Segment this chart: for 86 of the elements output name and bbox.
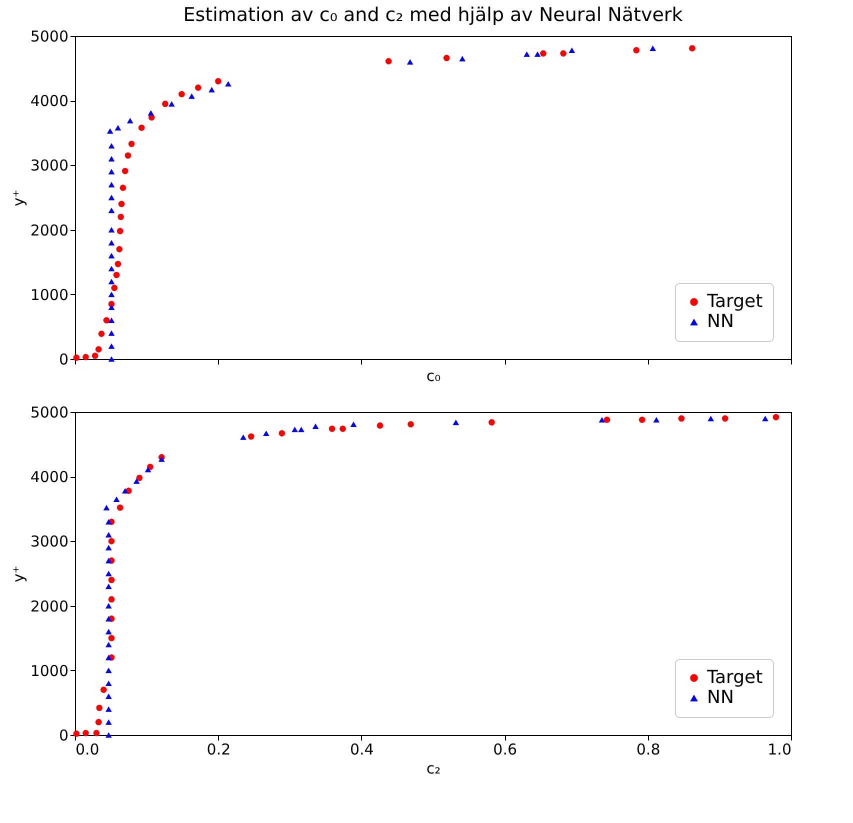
- point: [126, 118, 134, 124]
- point: [108, 208, 115, 214]
- point: [106, 128, 114, 134]
- point: [118, 214, 124, 220]
- point: [108, 266, 115, 272]
- point: [116, 246, 123, 252]
- point: [108, 252, 115, 258]
- point: [108, 156, 115, 162]
- point: [208, 86, 215, 92]
- point: [124, 152, 132, 159]
- x-tick-label: 0.6: [493, 740, 518, 758]
- point: [138, 124, 145, 131]
- point: [215, 78, 222, 84]
- point: [108, 318, 115, 323]
- point: [108, 356, 115, 362]
- chart-title: Estimation av c₀ and c₂ med hjälp av Neural Nätverk: [183, 4, 683, 26]
- point: [98, 330, 105, 337]
- point: [128, 140, 135, 148]
- point: [148, 110, 154, 116]
- point: [118, 200, 125, 208]
- point: [560, 50, 566, 57]
- point: [225, 81, 232, 87]
- y-tick-label: 1000: [30, 286, 68, 304]
- x-axis-title: c₀: [426, 367, 441, 385]
- point: [108, 194, 115, 200]
- point: [162, 100, 168, 107]
- y-tick-label: 0: [58, 726, 68, 744]
- x-tick-label: 0.0: [76, 740, 100, 758]
- point: [406, 59, 414, 65]
- point: [103, 317, 110, 324]
- point: [108, 343, 115, 349]
- point: [114, 124, 122, 130]
- point: [633, 47, 640, 54]
- point: [650, 46, 656, 52]
- point: [534, 51, 541, 57]
- point: [108, 292, 115, 298]
- y-tick-label: 1000: [30, 662, 68, 680]
- y-tick-label: 2000: [30, 221, 68, 240]
- legend-label: NN: [707, 311, 734, 332]
- point: [385, 58, 392, 64]
- point: [194, 84, 202, 91]
- point: [108, 278, 115, 284]
- point: [120, 184, 126, 191]
- y-tick-label: 0: [58, 350, 68, 368]
- x-tick-label: 0.4: [350, 740, 374, 758]
- point: [443, 54, 450, 62]
- point: [459, 56, 466, 62]
- x-tick-label: 0.8: [636, 740, 660, 758]
- point: [116, 228, 124, 234]
- y-tick-label: 3000: [30, 532, 68, 551]
- point: [92, 352, 98, 359]
- y-tick-label: 2000: [30, 597, 68, 616]
- point: [540, 50, 546, 57]
- point: [524, 51, 530, 57]
- y-tick-label: 5000: [30, 28, 68, 46]
- y-axis-title: y⁺: [9, 190, 28, 206]
- point: [108, 304, 115, 310]
- point: [113, 272, 120, 278]
- legend-label: Target: [706, 291, 763, 312]
- point: [108, 182, 115, 188]
- point: [568, 47, 576, 53]
- y-tick-label: 4000: [30, 92, 68, 110]
- x-tick-label: 1.0: [768, 740, 792, 758]
- point: [122, 168, 128, 174]
- point: [108, 240, 115, 246]
- x-tick-label: 0.2: [206, 740, 231, 758]
- point: [108, 168, 115, 174]
- point: [188, 93, 195, 99]
- x-axis-title: c₂: [426, 760, 441, 778]
- y-axis-title: y⁺: [9, 566, 28, 582]
- point: [168, 101, 175, 107]
- point: [178, 90, 185, 98]
- point: [95, 346, 102, 352]
- point: [82, 354, 89, 360]
- legend-label: Target: [706, 667, 763, 688]
- y-tick-label: 4000: [30, 468, 68, 486]
- point: [111, 284, 118, 292]
- point: [114, 260, 122, 268]
- point: [73, 354, 80, 361]
- point: [108, 330, 115, 336]
- point: [108, 227, 115, 233]
- y-tick-label: 3000: [30, 156, 68, 175]
- y-tick-label: 5000: [30, 404, 68, 422]
- point: [689, 45, 696, 52]
- point: [108, 143, 115, 149]
- legend-label: NN: [707, 687, 734, 708]
